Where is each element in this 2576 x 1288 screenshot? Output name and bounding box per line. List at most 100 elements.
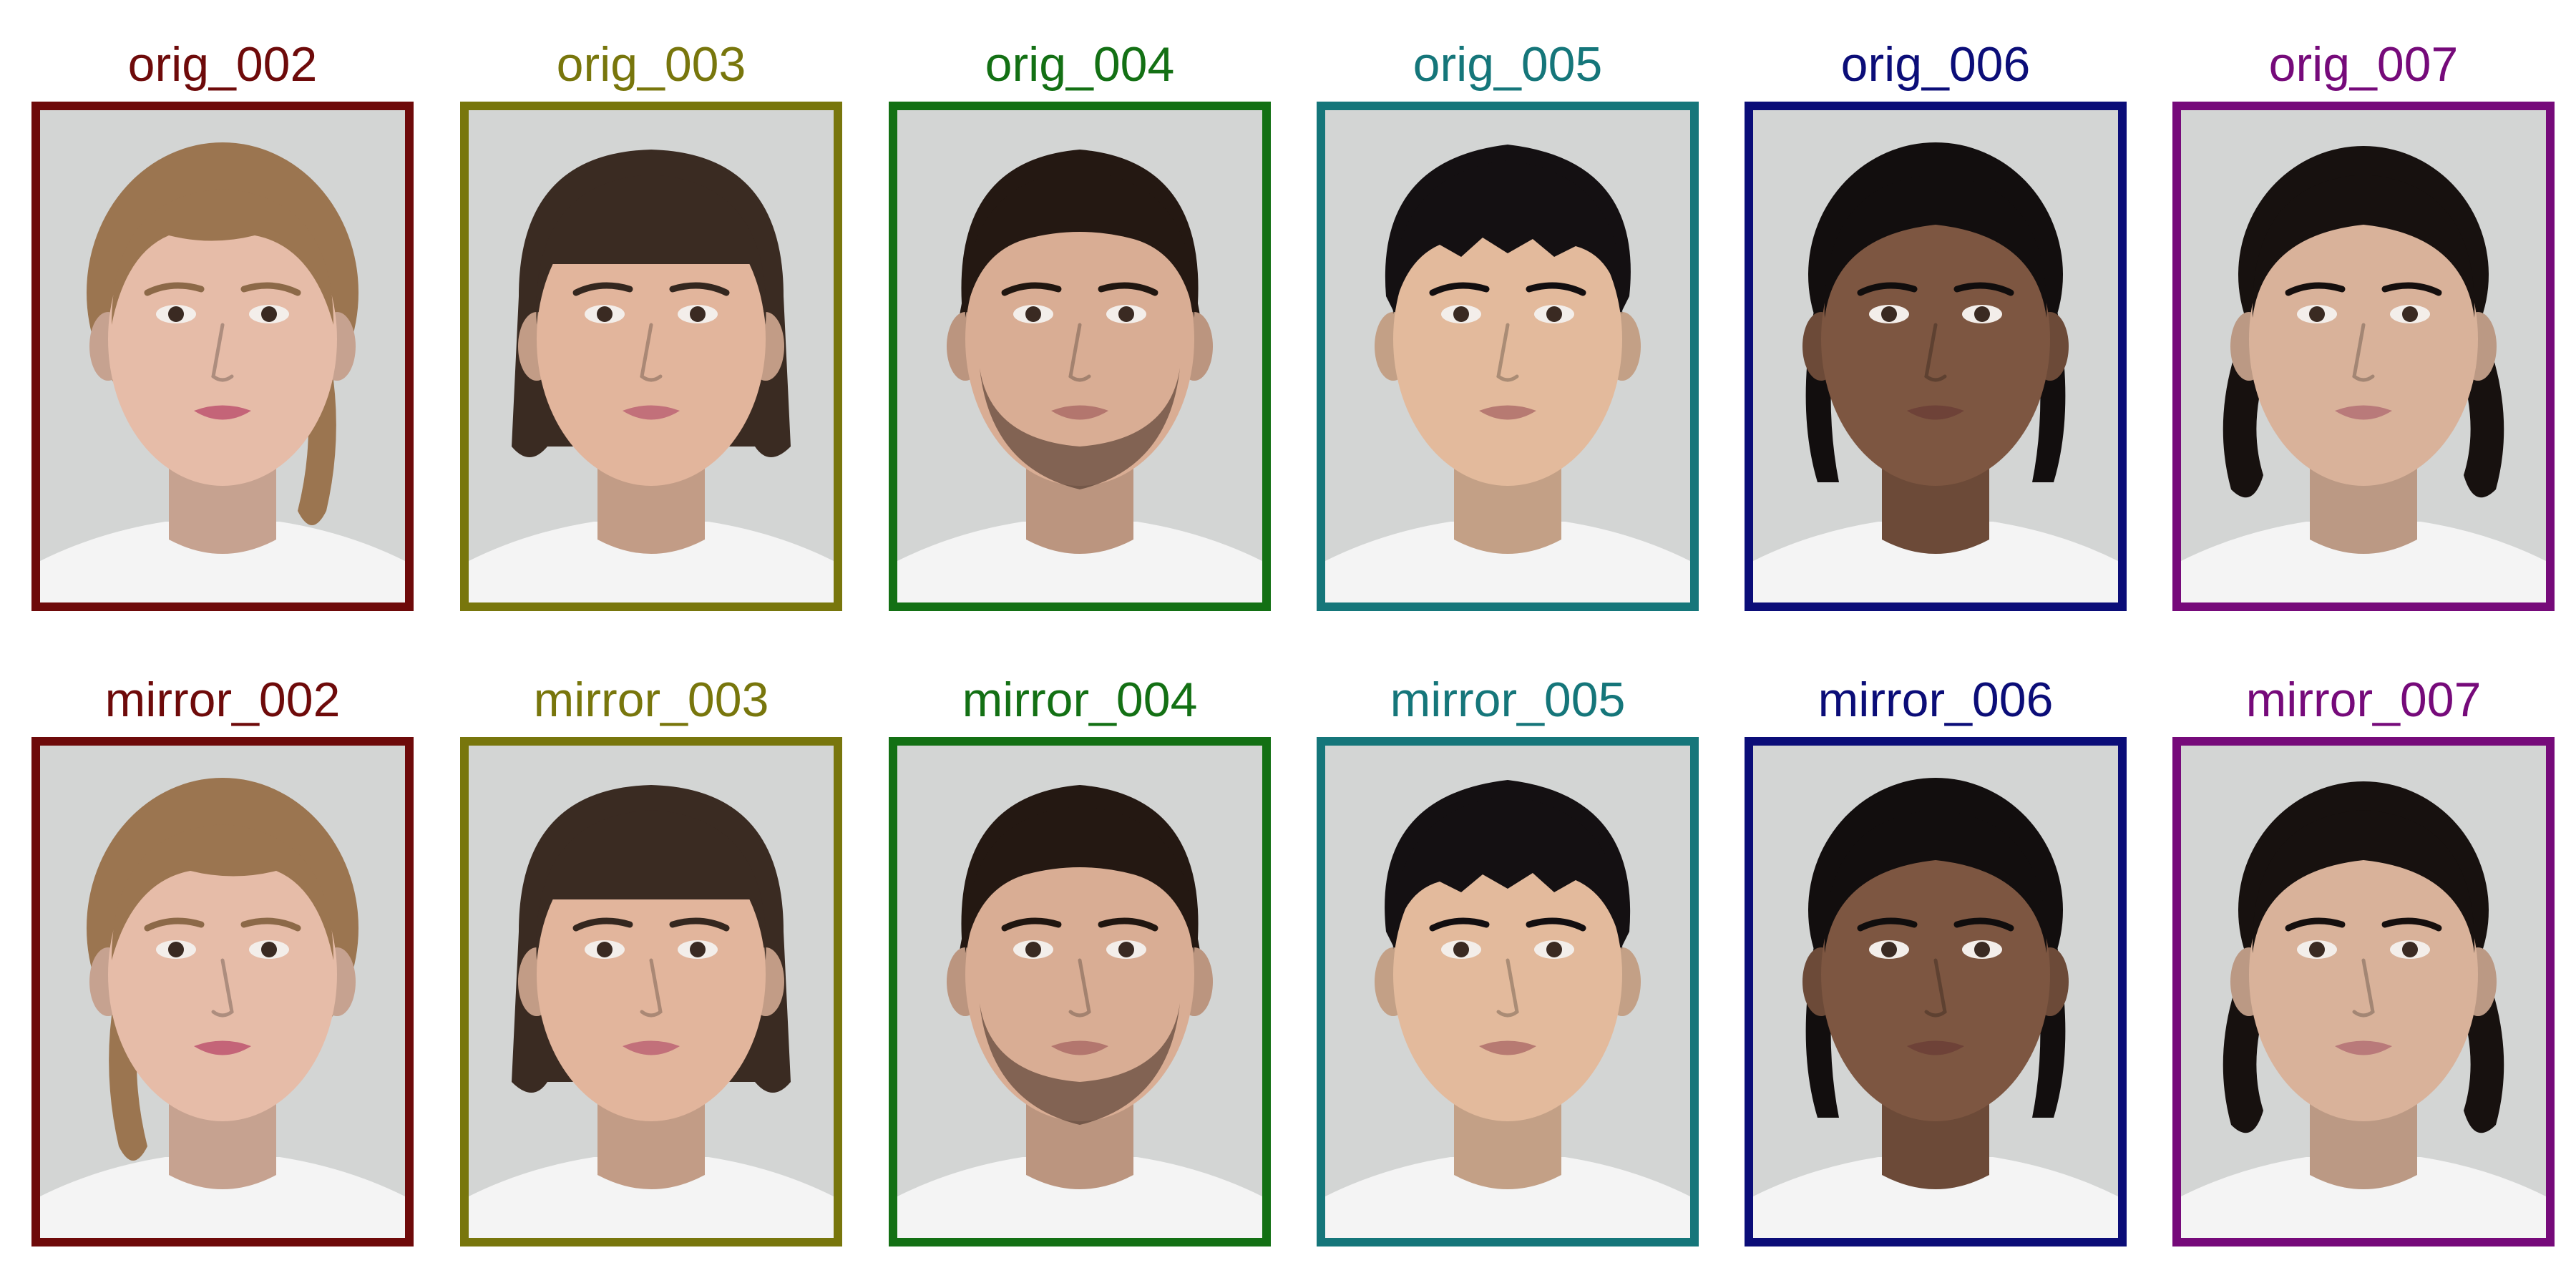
iris-left (1453, 306, 1469, 322)
iris-left (168, 306, 184, 322)
mouth (1907, 1040, 1964, 1055)
eyebrow-right (1429, 917, 1490, 932)
mouth (1479, 1040, 1536, 1055)
shirt (40, 1157, 405, 1238)
image-label: mirror_004 (962, 673, 1198, 727)
iris-right (2402, 306, 2418, 322)
face (108, 192, 337, 486)
eyebrow-right (144, 917, 205, 932)
portrait-photo (1325, 110, 1690, 602)
mouth (1479, 405, 1536, 420)
nose (211, 323, 234, 382)
image-label: mirror_006 (1818, 673, 2054, 727)
portrait-photo (897, 746, 1262, 1238)
eyebrow-left (1953, 917, 2014, 932)
portrait-frame (889, 737, 1271, 1246)
face (537, 192, 766, 486)
shirt (2181, 1157, 2546, 1238)
portrait-photo (1325, 746, 1690, 1238)
face (965, 192, 1194, 486)
portrait-photo (469, 746, 834, 1238)
nose (2352, 323, 2375, 382)
mouth (623, 1040, 680, 1055)
eyebrow-left (144, 282, 205, 296)
portrait-photo (1753, 110, 2118, 602)
portrait-photo (1753, 746, 2118, 1238)
nose (1496, 323, 1519, 382)
image-label: orig_003 (556, 37, 746, 92)
hair-fringe (536, 175, 766, 325)
iris-right (1974, 306, 1990, 322)
face (108, 828, 337, 1121)
hair-front (1392, 160, 1623, 314)
eyebrow-right (2285, 917, 2346, 932)
iris-left (261, 942, 277, 957)
face (965, 828, 1194, 1121)
portrait-photo (2181, 746, 2546, 1238)
eyebrow-right (1526, 282, 1586, 296)
portrait-photo (40, 746, 405, 1238)
nose (640, 323, 663, 382)
orig-cell: orig_003 (460, 36, 842, 611)
nose (1496, 958, 1519, 1018)
iris-left (1025, 306, 1041, 322)
iris-right (1118, 306, 1134, 322)
eyebrow-left (1429, 282, 1490, 296)
shirt (469, 522, 834, 602)
eyebrow-right (2381, 282, 2442, 296)
mouth (194, 1040, 251, 1055)
hair-front (1824, 175, 2047, 318)
iris-left (597, 306, 613, 322)
portrait-photo (469, 110, 834, 602)
shirt (40, 522, 405, 602)
beard (980, 1003, 1180, 1125)
shirt (1325, 1157, 1690, 1238)
iris-left (1546, 942, 1562, 957)
hair-front (965, 171, 1195, 318)
orig-cell: orig_004 (889, 36, 1271, 611)
portrait-frame (460, 102, 842, 611)
beard (980, 368, 1180, 489)
nose (640, 958, 663, 1018)
mirror-cell: mirror_003 (460, 671, 842, 1246)
face (1821, 192, 2050, 486)
shirt (1753, 1157, 2118, 1238)
iris-right (168, 942, 184, 957)
hair-front (112, 824, 333, 960)
iris-left (1974, 942, 1990, 957)
mouth (194, 405, 251, 420)
mouth (623, 405, 680, 420)
nose (1924, 323, 1947, 382)
image-label: mirror_007 (2245, 673, 2482, 727)
eyebrow-left (572, 282, 633, 296)
portrait-frame (31, 737, 414, 1246)
portrait-frame (1745, 102, 2127, 611)
portrait-frame (2172, 737, 2555, 1246)
orig-cell: orig_002 (31, 36, 414, 611)
iris-right (690, 306, 706, 322)
iris-left (690, 942, 706, 957)
iris-right (597, 942, 613, 957)
portrait-photo (2181, 110, 2546, 602)
image-label: orig_006 (1840, 37, 2031, 92)
eyebrow-right (1098, 282, 1158, 296)
mouth (1907, 405, 1964, 420)
eyebrow-left (240, 917, 301, 932)
mirror-cell: mirror_004 (889, 671, 1271, 1246)
portrait-frame (2172, 102, 2555, 611)
portrait-frame (889, 102, 1271, 611)
iris-left (1118, 942, 1134, 957)
image-label: mirror_003 (533, 673, 769, 727)
iris-right (1025, 942, 1041, 957)
portrait-frame (1317, 102, 1699, 611)
mirror-cell: mirror_007 (2172, 671, 2555, 1246)
mirror-cell: mirror_006 (1745, 671, 2127, 1246)
image-label: mirror_005 (1390, 673, 1626, 727)
eyebrow-right (1857, 917, 1918, 932)
eyebrow-right (1953, 282, 2014, 296)
iris-right (2309, 942, 2325, 957)
iris-right (1453, 942, 1469, 957)
shirt (1325, 522, 1690, 602)
iris-right (261, 306, 277, 322)
mirror-cell: mirror_005 (1317, 671, 1699, 1246)
